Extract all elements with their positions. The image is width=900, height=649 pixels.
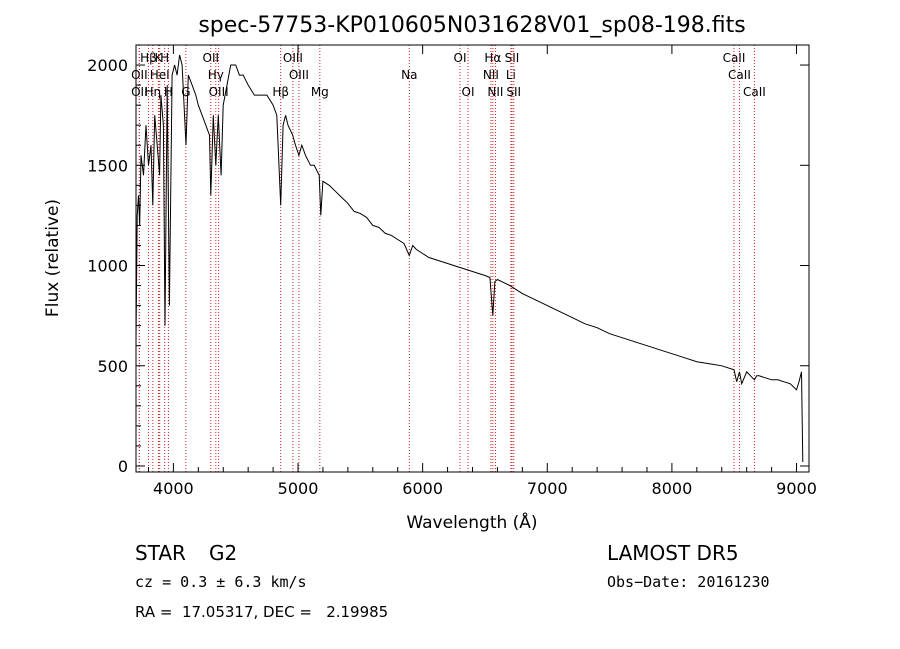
redshift-readout: cz = 0.3 ± 6.3 km/s <box>135 573 307 591</box>
marker-label-5: Hη <box>145 85 162 99</box>
x-axis-label: Wavelength (Å) <box>406 511 537 533</box>
marker-label-15: Mg <box>311 85 329 99</box>
axis-ticks: 4000 5000 6000 7000 8000 9000 0 500 1000 1500 2000 <box>87 45 817 498</box>
y-tick-label-0: 0 <box>118 457 128 476</box>
marker-label-14: OIII <box>289 68 309 82</box>
marker-label-8: G <box>181 85 190 99</box>
marker-label-24: SII <box>506 85 521 99</box>
plot-frame <box>135 44 810 473</box>
y-tick-label-3: 1500 <box>87 156 128 175</box>
spectrum-series <box>135 54 804 463</box>
x-tick-label-5: 9000 <box>776 479 817 498</box>
marker-label-12: Hβ <box>272 85 289 99</box>
marker-label-11: OIII <box>209 85 229 99</box>
y-tick-label-2: 1000 <box>87 257 128 276</box>
marker-label-20: NII <box>483 68 499 82</box>
marker-label-23: Li <box>506 68 516 82</box>
marker-label-17: OI <box>454 51 467 65</box>
marker-label-18: OI <box>462 85 475 99</box>
marker-label-6: H <box>164 85 173 99</box>
marker-label-9: OII <box>203 51 220 65</box>
object-class: STAR <box>135 541 186 565</box>
marker-label-27: CaII <box>743 85 766 99</box>
marker-label-22: SII <box>505 51 520 65</box>
marker-label-19: Hα <box>484 51 501 65</box>
marker-label-26: CaII <box>728 68 751 82</box>
spectrum-line-0 <box>135 54 804 463</box>
y-axis-label: Flux (relative) <box>43 199 63 317</box>
survey-name: LAMOST DR5 <box>607 541 739 565</box>
marker-label-4: HeI <box>150 68 170 82</box>
obs-date: Obs−Date: 20161230 <box>607 573 770 591</box>
y-tick-label-1: 500 <box>97 357 128 376</box>
x-tick-label-4: 8000 <box>652 479 693 498</box>
x-tick-label-1: 5000 <box>278 479 319 498</box>
marker-label-2: H <box>160 51 169 65</box>
y-tick-label-4: 2000 <box>87 56 128 75</box>
coordinates-readout: RA = 17.05317, DEC = 2.19985 <box>135 603 389 621</box>
x-tick-label-0: 4000 <box>153 479 194 498</box>
object-subclass: G2 <box>209 541 238 565</box>
marker-label-21: NII <box>487 85 503 99</box>
x-tick-label-3: 7000 <box>527 479 568 498</box>
chart-title: spec-57753-KP010605N031628V01_sp08-198.f… <box>198 13 745 38</box>
marker-label-13: OIII <box>283 51 303 65</box>
marker-label-16: Na <box>401 68 417 82</box>
marker-label-1: K <box>154 51 163 65</box>
x-tick-label-2: 6000 <box>402 479 443 498</box>
marker-label-25: CaII <box>723 51 746 65</box>
marker-label-7: OII <box>131 85 148 99</box>
marker-label-10: Hγ <box>208 68 224 82</box>
